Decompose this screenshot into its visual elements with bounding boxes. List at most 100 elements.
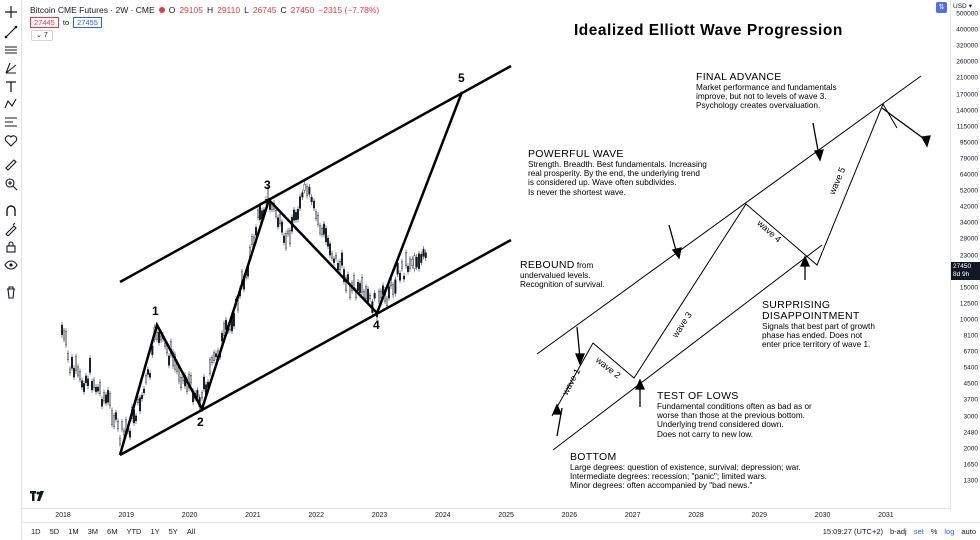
auto-scale-toggle[interactable]: auto (961, 527, 976, 536)
candle-body (345, 277, 348, 291)
price-tick: 79000 (959, 155, 978, 163)
candle-body (163, 342, 166, 347)
range-ytd[interactable]: YTD (126, 527, 142, 536)
candle-body (283, 235, 286, 243)
candle-body (61, 324, 64, 336)
range-3m[interactable]: 3M (87, 527, 99, 536)
wave-path[interactable] (118, 91, 464, 456)
candle-body (386, 298, 389, 306)
eye-icon[interactable] (3, 257, 19, 273)
candle-body (388, 286, 391, 299)
candle-body (214, 353, 217, 358)
candle-body (315, 211, 318, 219)
prediction-icon[interactable] (3, 114, 19, 130)
chart-settings-icon[interactable]: ⇅ (936, 2, 947, 13)
candle-body (403, 275, 406, 280)
candle-body (405, 252, 408, 266)
wave-point-4: 4 (373, 318, 380, 332)
trash-icon[interactable] (3, 284, 19, 300)
candle-body (422, 248, 425, 257)
note-surprising-head1: SURPRISING (762, 299, 831, 311)
range-1y[interactable]: 1Y (150, 527, 160, 536)
price-tick: 2480 (963, 429, 978, 437)
candle-body (287, 230, 290, 235)
chart-canvas[interactable] (22, 0, 950, 508)
candle-body (361, 277, 364, 293)
pattern-icon[interactable] (3, 96, 19, 112)
ideal-wave-path (551, 102, 898, 417)
heart-shape-icon[interactable] (3, 133, 19, 149)
candle-body (378, 291, 381, 302)
crosshair-icon[interactable] (3, 4, 19, 20)
candle-body (335, 254, 338, 259)
candle-body (138, 397, 141, 412)
note-test-of-lows: TEST OF LOWS Fundamental conditions ofte… (657, 391, 812, 439)
clock[interactable]: 15:09:27 (UTC+2) (822, 527, 883, 536)
symbol-title[interactable]: Bitcoin CME Futures · 2W · CME (30, 5, 155, 15)
note-line: Market performance and fundamentals (696, 83, 837, 92)
settlement-toggle[interactable]: set (913, 527, 924, 536)
trend-line-icon[interactable] (3, 24, 19, 40)
candle-body (373, 292, 376, 299)
price-axis[interactable]: 500000 400000 320000 260000 210000 170000 1400… (950, 0, 980, 510)
candle-body (232, 313, 235, 327)
log-scale-toggle[interactable]: log (944, 527, 955, 536)
back-adjust-toggle[interactable]: b-adj (890, 527, 907, 536)
candle-body (277, 217, 280, 227)
price-tick: 42000 (959, 203, 978, 211)
candle-body (306, 186, 309, 196)
candle-body (108, 393, 111, 407)
candle-body (331, 253, 334, 259)
ask-price[interactable]: 27455 (73, 16, 102, 28)
candle-body (297, 208, 300, 220)
note-line: Does not carry to new low. (657, 429, 754, 439)
candle-body (171, 351, 174, 367)
candle-body (100, 399, 103, 407)
text-tool-icon[interactable] (3, 79, 19, 95)
range-1d[interactable]: 1D (31, 527, 41, 536)
magnet-icon[interactable] (3, 203, 19, 219)
currency-selector[interactable]: USD ▾ (953, 2, 972, 11)
diagram-title: Idealized Elliott Wave Progression (574, 22, 843, 39)
candle-body (92, 379, 95, 389)
upper-channel-line[interactable] (119, 64, 512, 284)
wave-point-3: 3 (264, 178, 271, 192)
note-bottom: BOTTOM Large degrees: question of existe… (570, 452, 801, 491)
note-line: real prosperity. By the end, the underly… (528, 169, 700, 179)
candle-body (142, 388, 145, 393)
range-1m[interactable]: 1M (68, 527, 79, 536)
price-tick: 23000 (959, 252, 978, 259)
pitchfork-icon[interactable] (3, 60, 19, 76)
candle-body (424, 252, 427, 258)
percent-scale-toggle[interactable]: % (930, 527, 938, 536)
price-tick: 28000 (959, 235, 978, 243)
candle-body (357, 282, 360, 291)
price-tick: 2000 (963, 445, 978, 453)
range-5d[interactable]: 5D (49, 527, 60, 536)
candle-body (310, 196, 313, 203)
indicators-collapse-button[interactable]: ⌄ 7 (31, 30, 53, 41)
range-all[interactable]: All (186, 527, 196, 536)
horizontal-lines-icon[interactable] (3, 42, 19, 58)
candle-body (420, 254, 423, 263)
zoom-in-icon[interactable] (3, 176, 19, 192)
stay-drawing-icon[interactable] (3, 221, 19, 237)
currency-label[interactable]: USD (953, 2, 967, 10)
note-line: Is never the shortest wave. (528, 187, 626, 197)
low-label: L (244, 5, 249, 15)
candle-body (78, 371, 81, 380)
range-5y[interactable]: 5Y (168, 527, 178, 536)
time-tick: 2021 (245, 512, 261, 519)
price-tick: 3700 (963, 396, 978, 404)
candle-body (319, 225, 322, 234)
candle-body (90, 381, 93, 391)
range-6m[interactable]: 6M (107, 527, 118, 536)
ruler-icon[interactable] (3, 157, 19, 173)
lower-channel-line[interactable] (119, 238, 512, 457)
bid-price[interactable]: 27445 (30, 16, 59, 28)
candle-body (392, 284, 395, 295)
candle-body (299, 196, 302, 209)
time-axis[interactable]: 2018 2019 2020 2021 2022 2023 2024 2025 2026 2027… (22, 508, 950, 522)
lock-icon[interactable] (3, 239, 19, 255)
